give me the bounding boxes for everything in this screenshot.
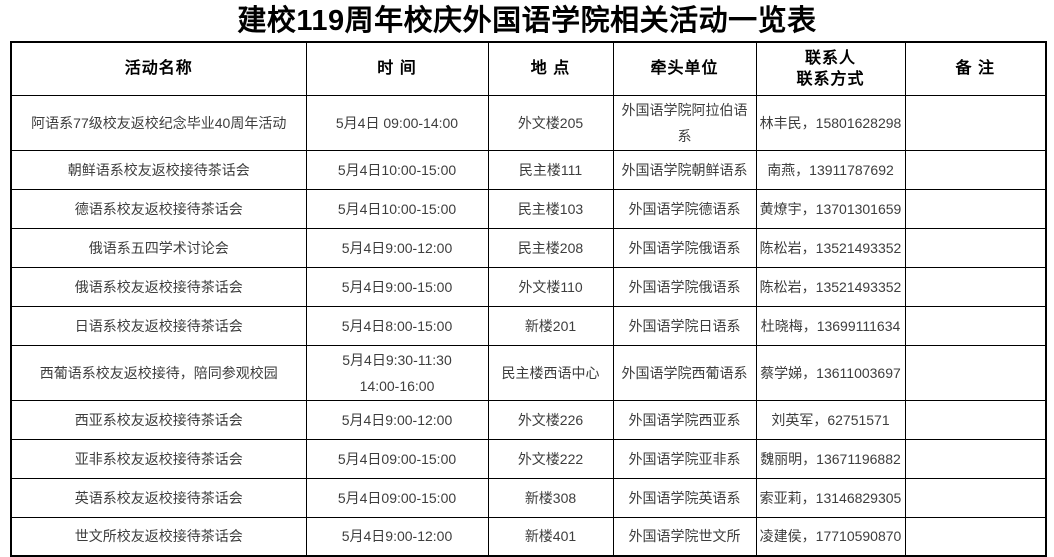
remark-cell (904, 266, 1047, 307)
table-row: 西葡语系校友返校接待，陪同参观校园 5月4日9:30-11:30 14:00-16… (10, 344, 1047, 401)
contact-cell: 魏丽明，13671196882 (755, 438, 906, 479)
remark-cell (904, 516, 1047, 557)
activity-name-cell: 西葡语系校友返校接待，陪同参观校园 (10, 344, 307, 401)
remark-cell (904, 344, 1047, 401)
contact-cell: 南燕，13911787692 (755, 149, 906, 190)
activity-name-cell: 亚非系校友返校接待茶话会 (10, 438, 307, 479)
remark-cell (904, 188, 1047, 229)
lead-unit-cell: 外国语学院朝鲜语系 (612, 149, 757, 190)
remark-cell (904, 227, 1047, 268)
header-remark: 备 注 (904, 41, 1047, 96)
table-row: 亚非系校友返校接待茶话会 5月4日09:00-15:00 外文楼222 外国语学院亚非… (10, 438, 1047, 479)
page-title: 建校119周年校庆外国语学院相关活动一览表 (237, 5, 817, 37)
table-row: 西亚系校友返校接待茶话会 5月4日9:00-12:00 外文楼226 外国语学院西亚系… (10, 399, 1047, 440)
location-cell: 民主楼103 (487, 188, 614, 229)
activity-name-cell: 日语系校友返校接待茶话会 (10, 305, 307, 346)
contact-cell: 林丰民，15801628298 (755, 94, 906, 151)
activity-name-cell: 阿语系77级校友返校纪念毕业40周年活动 (10, 94, 307, 151)
time-cell: 5月4日8:00-15:00 (305, 305, 489, 346)
table-row: 朝鲜语系校友返校接待茶话会 5月4日10:00-15:00 民主楼111 外国语学院朝… (10, 149, 1047, 190)
time-cell: 5月4日09:00-15:00 (305, 477, 489, 518)
location-cell: 新楼401 (487, 516, 614, 557)
activity-name-cell: 西亚系校友返校接待茶话会 (10, 399, 307, 440)
contact-cell: 蔡学娣，13611003697 (755, 344, 906, 401)
time-cell: 5月4日10:00-15:00 (305, 149, 489, 190)
location-cell: 民主楼111 (487, 149, 614, 190)
time-cell: 5月4日09:00-15:00 (305, 438, 489, 479)
remark-cell (904, 438, 1047, 479)
lead-unit-cell: 外国语学院世文所 (612, 516, 757, 557)
contact-cell: 黄燎宇，13701301659 (755, 188, 906, 229)
time-cell: 5月4日9:30-11:30 14:00-16:00 (305, 344, 489, 401)
lead-unit-cell: 外国语学院西葡语系 (612, 344, 757, 401)
time-cell: 5月4日9:00-12:00 (305, 227, 489, 268)
remark-cell (904, 149, 1047, 190)
contact-cell: 凌建侯，17710590870 (755, 516, 906, 557)
location-cell: 新楼308 (487, 477, 614, 518)
remark-cell (904, 399, 1047, 440)
activity-name-cell: 英语系校友返校接待茶话会 (10, 477, 307, 518)
lead-unit-cell: 外国语学院亚非系 (612, 438, 757, 479)
table-header-row: 活动名称 时 间 地 点 牵头单位 联系人 联系方式 备 注 (10, 41, 1047, 96)
table-row: 日语系校友返校接待茶话会 5月4日8:00-15:00 新楼201 外国语学院日语系杜… (10, 305, 1047, 346)
table-row: 世文所校友返校接待茶话会 5月4日9:00-12:00 新楼401 外国语学院世文所凌… (10, 516, 1047, 557)
header-activity-name: 活动名称 (10, 41, 307, 96)
header-time: 时 间 (305, 41, 489, 96)
time-cell: 5月4日 09:00-14:00 (305, 94, 489, 151)
remark-cell (904, 305, 1047, 346)
activity-table: 活动名称 时 间 地 点 牵头单位 联系人 联系方式 备 注 阿语系77级校友返… (10, 41, 1047, 557)
contact-cell: 陈松岩，13521493352 (755, 266, 906, 307)
time-cell: 5月4日10:00-15:00 (305, 188, 489, 229)
lead-unit-cell: 外国语学院俄语系 (612, 266, 757, 307)
activity-name-cell: 德语系校友返校接待茶话会 (10, 188, 307, 229)
table-row: 俄语系五四学术讨论会 5月4日9:00-12:00 民主楼208 外国语学院俄语系 陈松… (10, 227, 1047, 268)
location-cell: 民主楼208 (487, 227, 614, 268)
location-cell: 外文楼110 (487, 266, 614, 307)
location-cell: 外文楼226 (487, 399, 614, 440)
activity-name-cell: 世文所校友返校接待茶话会 (10, 516, 307, 557)
location-cell: 新楼201 (487, 305, 614, 346)
activity-name-cell: 俄语系五四学术讨论会 (10, 227, 307, 268)
location-cell: 外文楼222 (487, 438, 614, 479)
contact-cell: 陈松岩，13521493352 (755, 227, 906, 268)
time-cell: 5月4日9:00-12:00 (305, 399, 489, 440)
header-location: 地 点 (487, 41, 614, 96)
lead-unit-cell: 外国语学院英语系 (612, 477, 757, 518)
header-lead-unit: 牵头单位 (612, 41, 757, 96)
time-cell: 5月4日9:00-12:00 (305, 516, 489, 557)
contact-cell: 索亚莉，13146829305 (755, 477, 906, 518)
remark-cell (904, 94, 1047, 151)
activity-name-cell: 朝鲜语系校友返校接待茶话会 (10, 149, 307, 190)
table-row: 阿语系77级校友返校纪念毕业40周年活动 5月4日 09:00-14:00 外文楼2… (10, 94, 1047, 151)
activity-name-cell: 俄语系校友返校接待茶话会 (10, 266, 307, 307)
location-cell: 民主楼西语中心 (487, 344, 614, 401)
time-cell: 5月4日9:00-15:00 (305, 266, 489, 307)
table-body: 阿语系77级校友返校纪念毕业40周年活动 5月4日 09:00-14:00 外文楼2… (10, 94, 1047, 557)
remark-cell (904, 477, 1047, 518)
lead-unit-cell: 外国语学院德语系 (612, 188, 757, 229)
table-row: 英语系校友返校接待茶话会 5月4日09:00-15:00 新楼308 外国语学院英语系… (10, 477, 1047, 518)
table-row: 德语系校友返校接待茶话会 5月4日10:00-15:00 民主楼103 外国语学院德语… (10, 188, 1047, 229)
header-contact: 联系人 联系方式 (755, 41, 906, 96)
contact-cell: 刘英军，62751571 (755, 399, 906, 440)
lead-unit-cell: 外国语学院西亚系 (612, 399, 757, 440)
location-cell: 外文楼205 (487, 94, 614, 151)
contact-cell: 杜晓梅，13699111634 (755, 305, 906, 346)
lead-unit-cell: 外国语学院阿拉伯语系 (612, 94, 757, 151)
lead-unit-cell: 外国语学院俄语系 (612, 227, 757, 268)
table-row: 俄语系校友返校接待茶话会 5月4日9:00-15:00 外文楼110 外国语学院俄语系… (10, 266, 1047, 307)
lead-unit-cell: 外国语学院日语系 (612, 305, 757, 346)
